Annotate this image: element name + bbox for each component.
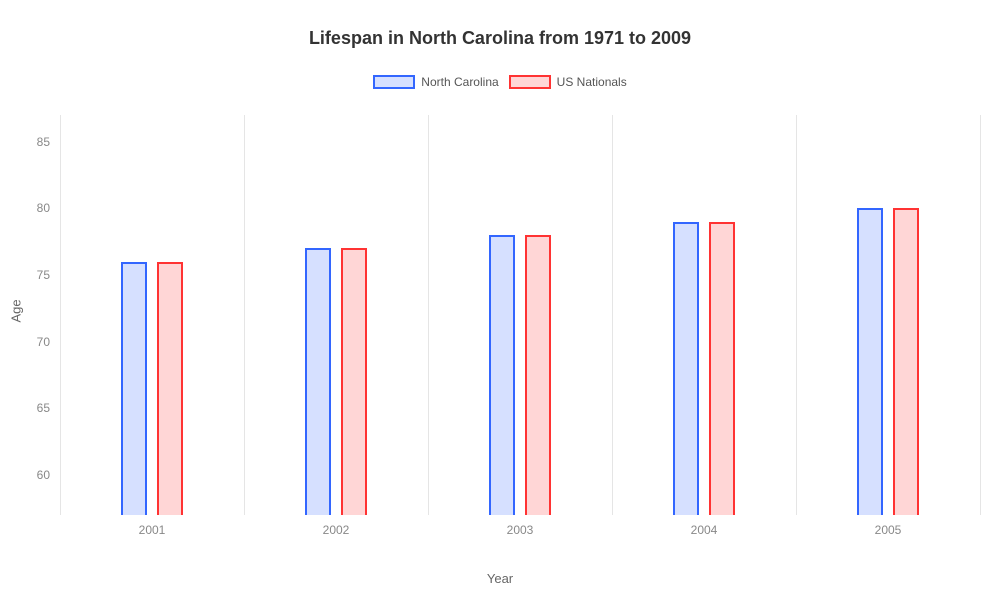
grid-line-vertical bbox=[428, 115, 429, 515]
bar bbox=[893, 208, 919, 515]
chart-title: Lifespan in North Carolina from 1971 to … bbox=[0, 0, 1000, 49]
y-axis-label: Age bbox=[9, 299, 24, 322]
bar bbox=[489, 235, 515, 515]
x-tick-label: 2004 bbox=[691, 523, 718, 537]
grid-line-vertical bbox=[796, 115, 797, 515]
x-tick-label: 2005 bbox=[875, 523, 902, 537]
chart-container: Lifespan in North Carolina from 1971 to … bbox=[0, 0, 1000, 600]
legend-item-nc: North Carolina bbox=[373, 75, 498, 89]
bar bbox=[709, 222, 735, 515]
grid-line-vertical bbox=[980, 115, 981, 515]
bar bbox=[157, 262, 183, 515]
legend-swatch-us bbox=[509, 75, 551, 89]
plot-area: 60657075808520012002200320042005 bbox=[60, 115, 980, 515]
x-tick-label: 2002 bbox=[323, 523, 350, 537]
x-tick-label: 2003 bbox=[507, 523, 534, 537]
x-axis-label: Year bbox=[487, 571, 513, 586]
y-tick-label: 70 bbox=[37, 335, 50, 349]
x-tick-label: 2001 bbox=[139, 523, 166, 537]
bar bbox=[673, 222, 699, 515]
y-tick-label: 75 bbox=[37, 268, 50, 282]
y-tick-label: 60 bbox=[37, 468, 50, 482]
bar bbox=[857, 208, 883, 515]
legend: North Carolina US Nationals bbox=[0, 75, 1000, 89]
grid-line-vertical bbox=[612, 115, 613, 515]
legend-swatch-nc bbox=[373, 75, 415, 89]
bar bbox=[341, 248, 367, 515]
bar bbox=[121, 262, 147, 515]
legend-label-us: US Nationals bbox=[557, 75, 627, 89]
legend-item-us: US Nationals bbox=[509, 75, 627, 89]
grid-line-vertical bbox=[244, 115, 245, 515]
y-tick-label: 85 bbox=[37, 135, 50, 149]
grid-line-vertical bbox=[60, 115, 61, 515]
bar bbox=[305, 248, 331, 515]
y-tick-label: 65 bbox=[37, 401, 50, 415]
y-tick-label: 80 bbox=[37, 201, 50, 215]
bar bbox=[525, 235, 551, 515]
legend-label-nc: North Carolina bbox=[421, 75, 498, 89]
